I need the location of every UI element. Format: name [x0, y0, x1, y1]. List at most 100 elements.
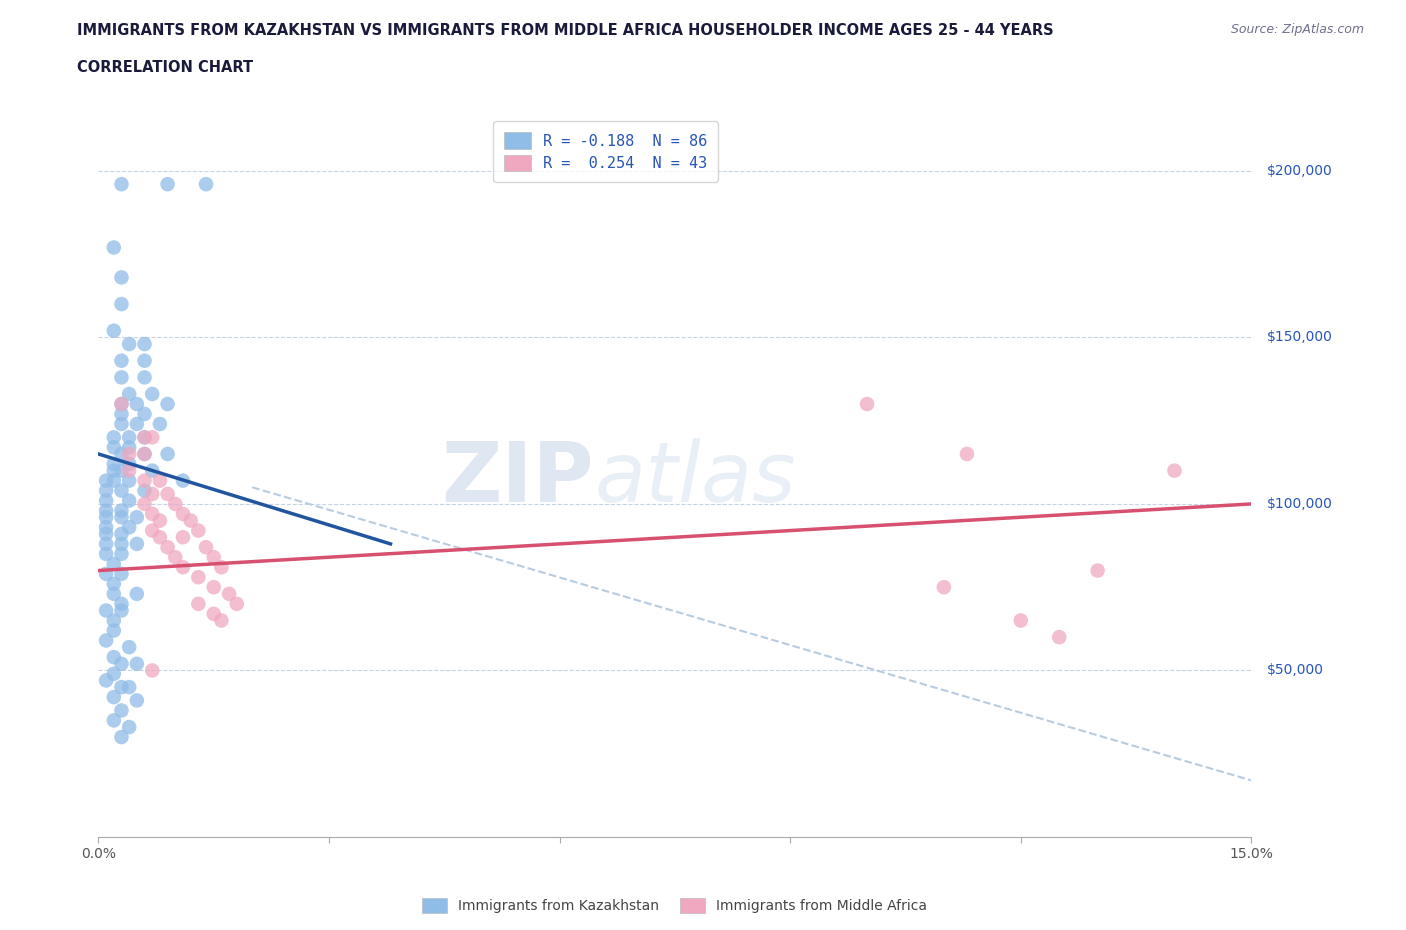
Point [141, 486, 163, 501]
Point [134, 430, 156, 445]
Point [94, 547, 117, 562]
Point [156, 396, 179, 411]
Point [118, 640, 141, 655]
Point [134, 497, 156, 512]
Point [110, 537, 132, 551]
Point [172, 560, 194, 575]
Point [94, 526, 117, 541]
Point [932, 579, 955, 594]
Point [110, 177, 132, 192]
Point [118, 446, 141, 461]
Point [110, 396, 132, 411]
Point [94, 503, 117, 518]
Point [103, 473, 125, 488]
Point [149, 513, 172, 528]
Point [1163, 463, 1185, 478]
Point [94, 566, 117, 581]
Point [149, 417, 172, 432]
Point [202, 550, 225, 565]
Point [118, 337, 141, 352]
Point [103, 577, 125, 591]
Point [103, 430, 125, 445]
Point [187, 524, 209, 538]
Point [103, 440, 125, 455]
Point [110, 657, 132, 671]
Point [94, 493, 117, 508]
Point [141, 524, 163, 538]
Point [195, 177, 218, 192]
Point [118, 440, 141, 455]
Point [172, 507, 194, 522]
Point [94, 473, 117, 488]
Point [110, 484, 132, 498]
Point [94, 603, 117, 618]
Point [118, 520, 141, 535]
Point [1047, 630, 1070, 644]
Legend: R = -0.188  N = 86, R =  0.254  N = 43: R = -0.188 N = 86, R = 0.254 N = 43 [494, 122, 718, 182]
Point [202, 606, 225, 621]
Point [125, 693, 148, 708]
Point [125, 657, 148, 671]
Point [103, 613, 125, 628]
Point [187, 570, 209, 585]
Point [141, 463, 163, 478]
Point [156, 539, 179, 554]
Point [134, 473, 156, 488]
Point [110, 463, 132, 478]
Point [156, 486, 179, 501]
Point [225, 596, 247, 611]
Point [134, 446, 156, 461]
Point [110, 526, 132, 541]
Point [209, 560, 232, 575]
Point [134, 430, 156, 445]
Point [94, 520, 117, 535]
Point [209, 613, 232, 628]
Point [195, 539, 218, 554]
Point [94, 673, 117, 688]
Point [202, 579, 225, 594]
Point [956, 446, 979, 461]
Point [165, 550, 187, 565]
Point [134, 353, 156, 368]
Point [118, 680, 141, 695]
Point [172, 530, 194, 545]
Point [110, 446, 132, 461]
Point [110, 596, 132, 611]
Point [118, 387, 141, 402]
Point [134, 337, 156, 352]
Point [103, 587, 125, 602]
Point [218, 587, 240, 602]
Point [856, 396, 879, 411]
Point [94, 510, 117, 525]
Point [118, 720, 141, 735]
Point [110, 406, 132, 421]
Point [110, 297, 132, 312]
Point [180, 513, 202, 528]
Text: ZIP: ZIP [441, 438, 595, 520]
Point [134, 370, 156, 385]
Point [103, 650, 125, 665]
Point [103, 324, 125, 339]
Point [103, 690, 125, 705]
Point [156, 177, 179, 192]
Point [118, 457, 141, 472]
Text: CORRELATION CHART: CORRELATION CHART [77, 60, 253, 75]
Point [110, 703, 132, 718]
Point [110, 547, 132, 562]
Text: IMMIGRANTS FROM KAZAKHSTAN VS IMMIGRANTS FROM MIDDLE AFRICA HOUSEHOLDER INCOME A: IMMIGRANTS FROM KAZAKHSTAN VS IMMIGRANTS… [77, 23, 1054, 38]
Point [110, 510, 132, 525]
Point [110, 370, 132, 385]
Point [110, 270, 132, 285]
Point [134, 484, 156, 498]
Point [118, 463, 141, 478]
Point [149, 530, 172, 545]
Text: $100,000: $100,000 [1267, 497, 1333, 511]
Point [1010, 613, 1032, 628]
Point [141, 663, 163, 678]
Point [141, 507, 163, 522]
Point [165, 497, 187, 512]
Point [156, 446, 179, 461]
Point [149, 473, 172, 488]
Point [110, 680, 132, 695]
Point [134, 406, 156, 421]
